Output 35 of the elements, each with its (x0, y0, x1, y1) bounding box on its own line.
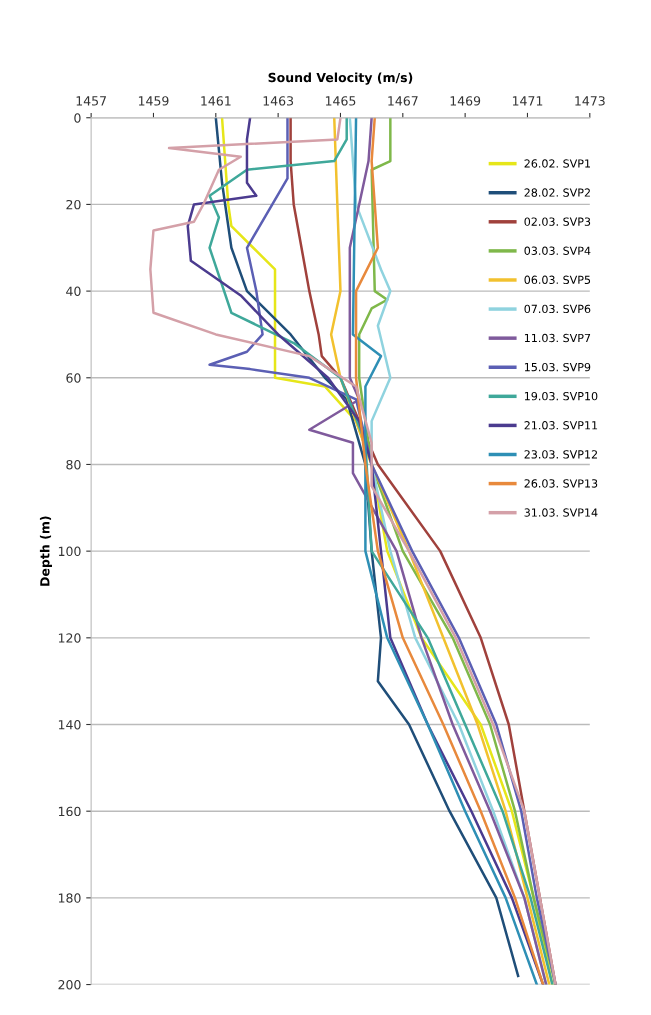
y-tick-label: 20 (66, 199, 81, 210)
x-tick-label: 1469 (450, 96, 481, 106)
legend-label: 31.03. SVP14 (524, 508, 598, 517)
y-tick-label: 60 (66, 373, 81, 383)
y-tick-label: 120 (58, 633, 81, 643)
x-tick-label: 1457 (76, 96, 106, 106)
x-tick-label: 1459 (138, 96, 169, 106)
y-tick-label: 100 (58, 546, 81, 557)
x-tick-label: 1471 (512, 96, 543, 106)
y-tick-label: 160 (58, 806, 81, 817)
legend-label: 26.02. SVP1 (524, 159, 590, 168)
legend-label: 15.03. SVP9 (524, 362, 591, 372)
x-tick-label: 1463 (263, 96, 294, 106)
legend-label: 02.03. SVP3 (524, 217, 591, 226)
y-tick-label: 80 (66, 459, 81, 470)
y-tick-label: 180 (58, 893, 81, 903)
legend-label: 21.03. SVP11 (524, 421, 598, 430)
legend-label: 11.03. SVP7 (524, 333, 591, 343)
x-tick-label: 1473 (575, 96, 605, 106)
y-tick-label: 200 (58, 980, 81, 990)
x-tick-label: 1467 (388, 96, 418, 106)
x-axis-title: Sound Velocity (m/s) (268, 72, 413, 85)
y-tick-label: 0 (74, 113, 81, 123)
legend-label: 06.03. SVP5 (524, 275, 591, 285)
y-axis-title: Depth (m) (39, 516, 52, 586)
y-tick-label: 140 (58, 719, 81, 730)
x-tick-label: 1461 (201, 96, 231, 106)
y-tick-label: 40 (66, 286, 81, 297)
legend-label: 03.03. SVP4 (524, 246, 591, 255)
legend-label: 07.03. SVP6 (524, 304, 591, 314)
x-tick-label: 1465 (325, 96, 356, 106)
legend-label: 23.03. SVP12 (524, 450, 597, 459)
legend-label: 28.02. SVP2 (524, 188, 590, 197)
legend-label: 19.03. SVP10 (524, 391, 598, 401)
legend-label: 26.03. SVP13 (524, 479, 598, 488)
